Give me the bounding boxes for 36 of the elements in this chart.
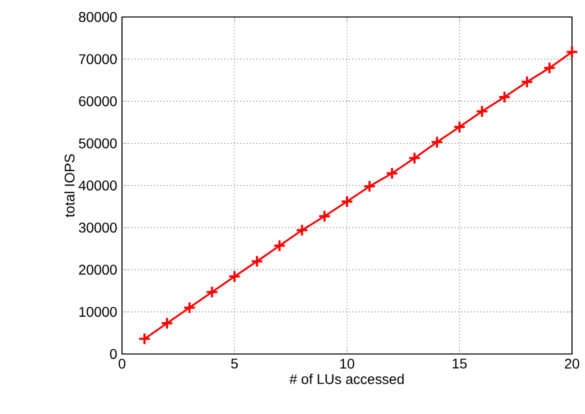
y-tick-label: 50000 bbox=[78, 138, 117, 148]
point bbox=[566, 46, 578, 58]
y-tick-label: 0 bbox=[110, 349, 117, 359]
point bbox=[273, 239, 286, 252]
y-tick-label: 60000 bbox=[79, 96, 117, 106]
x-tick-label: 0 bbox=[118, 358, 126, 369]
point bbox=[138, 332, 151, 346]
point bbox=[520, 75, 534, 88]
x-tick-label: 20 bbox=[564, 358, 580, 369]
y-tick-label: 80000 bbox=[78, 12, 117, 22]
point bbox=[206, 286, 218, 298]
point bbox=[250, 254, 264, 268]
y-tick-label: 10000 bbox=[79, 306, 117, 317]
y-axis-title: total IOPS bbox=[64, 154, 75, 218]
y-tick-label: 30000 bbox=[78, 222, 117, 233]
point bbox=[228, 270, 241, 283]
point bbox=[160, 316, 174, 330]
point bbox=[453, 120, 466, 134]
y-tick-label: 40000 bbox=[78, 180, 117, 190]
point bbox=[340, 195, 354, 208]
y-tick-label: 20000 bbox=[79, 264, 117, 275]
point bbox=[430, 136, 444, 149]
point bbox=[498, 90, 511, 104]
point bbox=[476, 104, 488, 118]
point bbox=[543, 62, 556, 74]
y-tick-label: 70000 bbox=[79, 54, 117, 64]
point bbox=[408, 152, 421, 165]
x-axis-title: # of LUs accessed bbox=[289, 374, 404, 384]
point bbox=[183, 301, 196, 314]
point bbox=[363, 180, 376, 193]
x-tick-label: 15 bbox=[452, 358, 467, 368]
x-tick-label: 10 bbox=[340, 358, 354, 369]
point bbox=[318, 210, 331, 223]
x-tick-label: 5 bbox=[231, 358, 238, 368]
point bbox=[296, 224, 308, 237]
point bbox=[386, 166, 398, 180]
